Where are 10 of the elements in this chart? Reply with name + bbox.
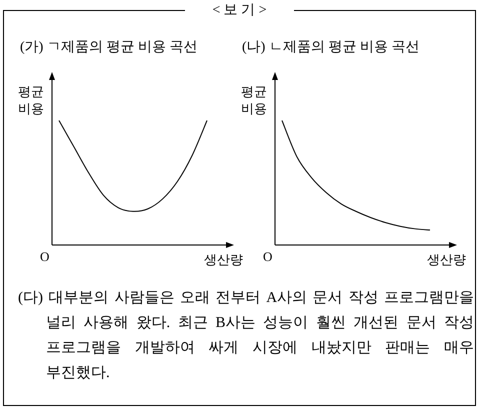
x-axis-title: 생산량 <box>427 251 466 269</box>
x-axis-title: 생산량 <box>204 251 243 269</box>
chart-title: (나) ㄴ제품의 평균 비용 곡선 <box>242 39 420 56</box>
text: (다) 대부분의 사람들은 오래 전부터 A사의 문서 작성 프로그램만을 널리 사용해 왔다. 최근 B사는 성능이 훨씬 개선된 문서 작성 프로그램을 개발하여 싸게 시장에 내놨지만 판매는 매우 부진했다. <box>18 289 474 383</box>
y-axis-title: 평균 비용 <box>240 83 268 117</box>
text: O <box>263 249 272 265</box>
text: O <box>40 249 50 265</box>
text: < 보 기 > <box>211 2 268 19</box>
y-axis-title: 평균 비용 <box>17 83 45 117</box>
chart-title: (가) ㄱ제품의 평균 비용 곡선 <box>20 39 198 56</box>
